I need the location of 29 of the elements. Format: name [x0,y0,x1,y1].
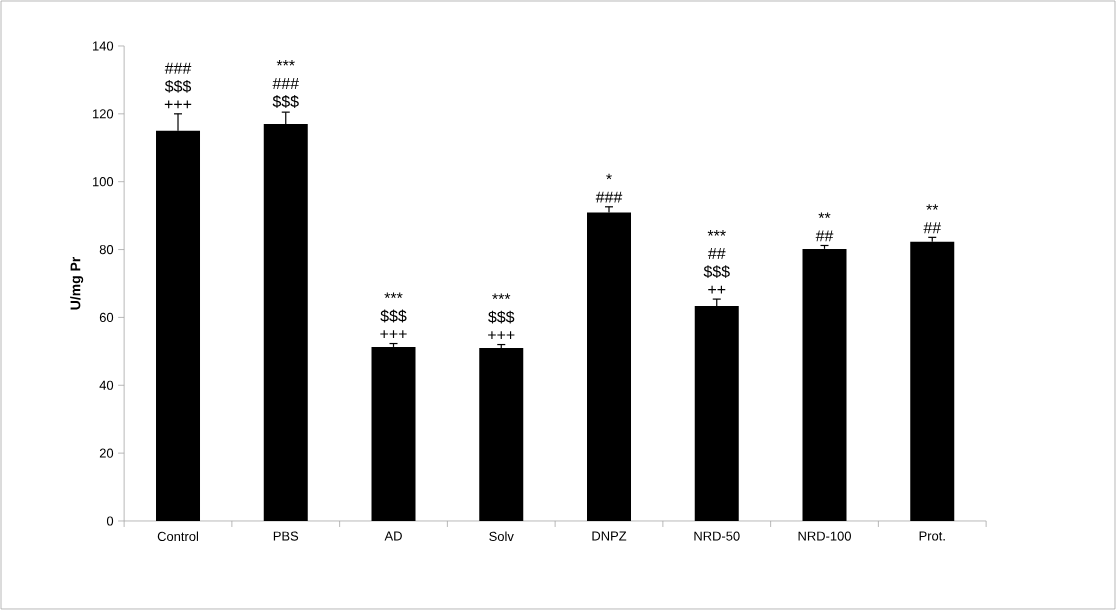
bar [479,347,524,521]
x-tick-label: Prot. [919,531,945,541]
y-tick-label: 20 [99,448,114,458]
bar [371,346,416,521]
annotation: ### $$$ +++ [164,62,192,109]
annotation: * ### [595,173,623,203]
bar [802,248,847,521]
x-tick-label: Solv [489,531,514,542]
annotation: *** ### $$$ [272,60,299,108]
x-tick-label: DNPZ [592,531,627,541]
annotation: *** $$$ +++ [488,293,515,339]
x-tick-label: AD [384,531,402,541]
bar [910,241,955,521]
y-tick-label: 140 [92,41,114,51]
y-tick-label: 120 [92,109,114,119]
annotation: ** ## [923,204,942,234]
y-tick-label: 60 [99,312,114,322]
y-axis-title: U/mg Pr [70,256,84,310]
annotation: *** ## $$$ ++ [703,230,730,294]
y-tick-label: 0 [106,516,114,526]
annotation: ** ## [815,212,834,242]
y-tick-label: 80 [99,244,114,255]
x-tick-label: PBS [273,531,299,541]
x-tick-label: NRD-100 [798,531,851,541]
y-tick-label: 40 [99,380,114,390]
x-tick-label: NRD-50 [694,531,740,541]
y-tick-label: 100 [92,177,114,187]
x-tick-label: Control [157,531,199,542]
annotation: *** $$$ +++ [380,292,407,338]
